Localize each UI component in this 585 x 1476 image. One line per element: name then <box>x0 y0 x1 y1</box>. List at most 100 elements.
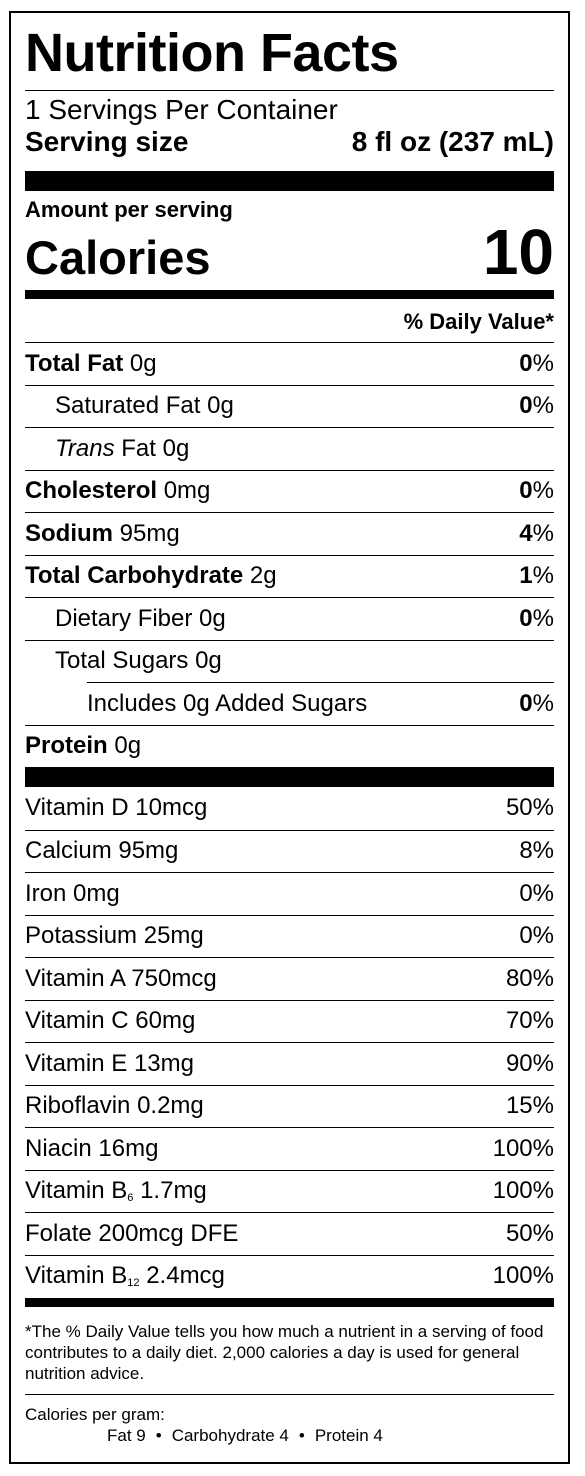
vitamin-amount: 2.4mcg <box>146 1262 225 1290</box>
nutrient-name: Includes 0g Added Sugars <box>87 689 368 717</box>
vitamin-name: Vitamin D 10mcg <box>25 794 208 822</box>
nutrient-row: Dietary Fiber 0g 0% <box>25 597 554 640</box>
vitamin-amount: 95mg <box>118 837 179 865</box>
vitamin-row: Folate 200mcg DFE 50% <box>25 1212 554 1255</box>
nutrient-amount: 0g <box>207 392 234 420</box>
nutrient-daily-value: 1% <box>519 562 554 590</box>
nutrient-row: Total Carbohydrate 2g 1% <box>25 554 554 598</box>
nutrient-amount: 2g <box>249 562 277 590</box>
vitamin-name: Potassium 25mg <box>25 922 204 950</box>
vitamin-name: Calcium 95mg <box>25 837 179 865</box>
nutrient-daily-value: 0% <box>519 689 554 717</box>
calories-label: Calories <box>25 231 211 284</box>
vitamin-row: Riboflavin 0.2mg 15% <box>25 1084 554 1128</box>
vitamin-amount: 25mg <box>143 922 204 950</box>
vitamin-daily-value: 0% <box>519 922 554 950</box>
vitamin-amount: 200mcg DFE <box>98 1219 239 1247</box>
nutrient-row: Saturated Fat 0g 0% <box>25 384 554 428</box>
nutrient-amount: 0mg <box>163 477 211 505</box>
vitamin-list: Vitamin D 10mcg 50% Calcium 95mg 8% Iron 0mg… <box>25 787 554 1297</box>
serving-size-label: Serving size <box>25 126 189 157</box>
nutrient-name: Total Sugars 0g <box>55 647 222 675</box>
vitamin-amount: 10mcg <box>135 794 208 822</box>
nutrition-facts-label: Nutrition Facts 1 Servings Per Container… <box>9 11 570 1464</box>
calories-row: Calories 10 <box>25 216 554 288</box>
vitamin-daily-value: 15% <box>505 1092 554 1120</box>
vitamin-name: Iron 0mg <box>25 879 120 907</box>
vitamin-row: Calcium 95mg 8% <box>25 829 554 873</box>
nutrient-row: Trans Fat 0g <box>25 427 554 470</box>
vitamin-daily-value: 100% <box>492 1262 554 1290</box>
vitamin-name: Riboflavin 0.2mg <box>25 1092 204 1120</box>
vitamin-name: Folate 200mcg DFE <box>25 1219 239 1247</box>
separator-dot: • <box>155 1426 162 1445</box>
separator-dot: • <box>298 1426 305 1445</box>
vitamin-daily-value: 50% <box>505 1219 554 1247</box>
vitamin-row: Vitamin B6 1.7mg 100% <box>25 1169 554 1213</box>
medium-divider <box>25 290 554 299</box>
vitamin-amount: 0.2mg <box>137 1092 204 1120</box>
vitamin-row: Niacin 16mg 100% <box>25 1127 554 1170</box>
nutrient-row: Total Fat 0g 0% <box>25 342 554 385</box>
nutrient-row: Sodium 95mg 4% <box>25 512 554 555</box>
vitamin-amount: 60mg <box>135 1007 196 1035</box>
vitamin-name: Niacin 16mg <box>25 1134 159 1162</box>
nutrient-amount: 95mg <box>119 519 180 547</box>
nutrient-name: Trans Fat 0g <box>55 434 190 462</box>
vitamin-amount: 13mg <box>133 1049 194 1077</box>
calories-value: 10 <box>482 216 554 288</box>
vitamin-amount: 1.7mg <box>140 1177 207 1205</box>
vitamin-row: Potassium 25mg 0% <box>25 914 554 958</box>
vitamin-row: Vitamin A 750mcg 80% <box>25 957 554 1000</box>
nutrient-name: Saturated Fat 0g <box>55 392 234 420</box>
vitamin-row: Vitamin D 10mcg 50% <box>25 787 554 830</box>
vitamin-daily-value: 70% <box>505 1007 554 1035</box>
vitamin-amount: 16mg <box>98 1134 159 1162</box>
vitamin-daily-value: 50% <box>505 794 554 822</box>
calories-per-gram-label: Calories per gram: <box>25 1405 165 1424</box>
nutrient-amount: 0g <box>114 732 142 760</box>
servings-per-container: 1 Servings Per Container <box>25 94 338 125</box>
nutrient-name: Protein 0g <box>25 732 142 760</box>
nutrient-list: Total Fat 0g 0% Saturated Fat 0g 0% Trans Fa… <box>25 342 554 767</box>
carbohydrate-calories: Carbohydrate 4 <box>171 1426 289 1445</box>
vitamin-daily-value: 0% <box>519 879 554 907</box>
vitamin-daily-value: 90% <box>505 1049 554 1077</box>
label-title: Nutrition Facts <box>25 23 399 83</box>
protein-calories: Protein 4 <box>314 1426 383 1445</box>
daily-value-header: % Daily Value* <box>403 309 554 334</box>
amount-per-serving: Amount per serving <box>25 197 233 222</box>
calories-per-gram-values: Fat 9 • Carbohydrate 4 • Protein 4 <box>25 1425 554 1447</box>
daily-value-footnote: *The % Daily Value tells you how much a … <box>25 1307 554 1395</box>
vitamin-row: Vitamin C 60mg 70% <box>25 999 554 1043</box>
vitamin-name: Vitamin B6 1.7mg <box>25 1177 207 1205</box>
title-divider <box>25 90 554 91</box>
vitamin-row: Iron 0mg 0% <box>25 872 554 915</box>
nutrient-name: Total Fat 0g <box>25 349 157 377</box>
nutrient-amount: 0g <box>199 604 226 632</box>
vitamin-name: Vitamin C 60mg <box>25 1007 196 1035</box>
vitamin-row: Vitamin E 13mg 90% <box>25 1042 554 1085</box>
nutrient-daily-value: 4% <box>519 519 554 547</box>
nutrient-name: Sodium 95mg <box>25 519 180 547</box>
vitamin-daily-value: 100% <box>492 1177 554 1205</box>
vitamin-name: Vitamin B12 2.4mcg <box>25 1262 225 1290</box>
vitamin-daily-value: 80% <box>505 964 554 992</box>
vitamin-divider <box>25 767 554 787</box>
nutrient-name: Dietary Fiber 0g <box>55 604 226 632</box>
nutrient-daily-value: 0% <box>519 477 554 505</box>
vitamin-name: Vitamin E 13mg <box>25 1049 194 1077</box>
nutrient-row: Cholesterol 0mg 0% <box>25 469 554 513</box>
nutrient-amount: 0g <box>129 349 157 377</box>
serving-size-value: 8 fl oz (237 mL) <box>351 126 554 157</box>
serving-size-row: Serving size 8 fl oz (237 mL) <box>25 126 554 158</box>
nutrient-daily-value: 0% <box>519 604 554 632</box>
vitamin-daily-value: 8% <box>519 837 554 865</box>
vitamin-amount: 750mcg <box>131 964 217 992</box>
nutrient-row: Includes 0g Added Sugars 0% <box>87 682 554 725</box>
vitamin-row: Vitamin B12 2.4mcg 100% <box>25 1254 554 1298</box>
vitamin-amount: 0mg <box>73 879 120 907</box>
nutrient-row: Protein 0g <box>25 724 554 768</box>
nutrient-row: Total Sugars 0g <box>25 639 554 683</box>
nutrient-amount: 0g <box>162 434 190 462</box>
